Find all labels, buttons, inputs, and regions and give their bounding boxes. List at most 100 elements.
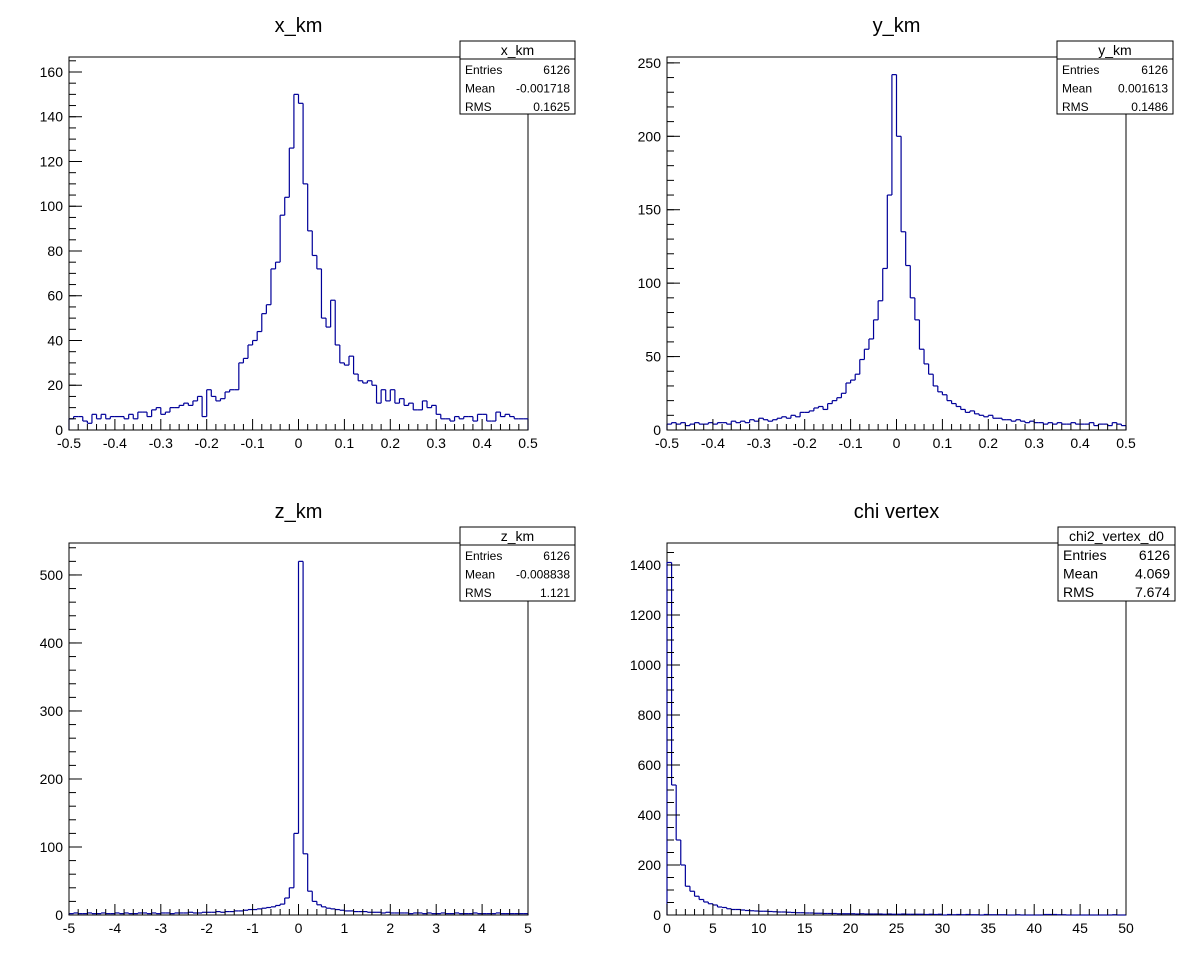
y-axis: 0 200 400 600 800 1000 1200 1400 (630, 552, 680, 923)
x-tick-label: 3 (432, 920, 440, 936)
stats-label: Entries (1062, 63, 1099, 77)
x-tick-label: -0.3 (149, 435, 173, 451)
x-tick-label: 0.3 (426, 435, 446, 451)
histogram-bins (68, 93, 529, 430)
x-tick-label: 0 (295, 435, 303, 451)
histogram-step-connectors (666, 562, 1118, 915)
stats-value: 4.069 (1135, 566, 1170, 582)
stats-value: -0.001718 (516, 82, 570, 96)
x-tick-label: -1 (246, 920, 259, 936)
stats-label: Entries (1063, 547, 1107, 563)
stats-value: -0.008838 (516, 568, 570, 582)
stats-label: RMS (1062, 100, 1089, 114)
x-tick-label: 10 (751, 920, 767, 936)
histogram-panel-2: y_km -0.5 -0.4 -0.3 -0.2 -0.1 0 0.1 0.2 0.3 0.4 0.5… (638, 15, 1174, 451)
y-tick-label: 80 (47, 243, 63, 259)
histogram-step-connectors (666, 74, 1127, 430)
stats-value: 0.001613 (1118, 82, 1168, 96)
x-tick-label: 4 (478, 920, 486, 936)
stats-label: Entries (465, 63, 502, 77)
x-axis: -0.5 -0.4 -0.3 -0.2 -0.1 0 0.1 0.2 0.3 0.4 0.5 (655, 419, 1136, 451)
y-tick-label: 400 (638, 807, 662, 823)
x-tick-label: -0.5 (57, 435, 81, 451)
x-tick-label: 5 (709, 920, 717, 936)
y-tick-label: 0 (55, 907, 63, 923)
stats-value: 1.121 (540, 586, 570, 600)
histogram-panel-4: chi vertex 0 5 10 15 20 25 30 35 40 45 50 0 200 400 600… (630, 501, 1176, 936)
stats-value: 6126 (1139, 547, 1170, 563)
x-tick-label: -0.4 (103, 435, 127, 451)
histogram-panel-3: z_km -5 -4 -3 -2 -1 0 1 2 3 4 5 0 100 200 300 400 500 z_km… (40, 501, 576, 936)
x-tick-label: 25 (889, 920, 905, 936)
x-tick-label: 30 (935, 920, 951, 936)
chart-title: x_km (275, 15, 323, 37)
histogram-bins (68, 560, 529, 915)
y-tick-label: 1000 (630, 657, 661, 673)
y-tick-label: 400 (40, 635, 64, 651)
x-tick-label: -4 (109, 920, 122, 936)
x-tick-label: -0.1 (241, 435, 265, 451)
stats-box-name: x_km (501, 42, 534, 58)
y-axis: 0 100 200 300 400 500 (40, 547, 82, 923)
y-tick-label: 40 (47, 332, 63, 348)
x-tick-label: 0 (663, 920, 671, 936)
y-axis: 0 50 100 150 200 250 (638, 55, 680, 438)
x-tick-label: -0.1 (839, 435, 863, 451)
y-tick-label: 800 (638, 707, 662, 723)
y-tick-label: 1400 (630, 557, 661, 573)
x-tick-label: 2 (386, 920, 394, 936)
x-tick-label: 0 (893, 435, 901, 451)
stats-label: RMS (465, 100, 492, 114)
x-tick-label: 0.1 (933, 435, 953, 451)
histogram-step-connectors (68, 94, 529, 430)
y-tick-label: 150 (638, 202, 662, 218)
x-tick-label: 0.5 (1116, 435, 1136, 451)
y-tick-label: 600 (638, 757, 662, 773)
stats-box-name: chi2_vertex_d0 (1069, 528, 1164, 544)
y-axis: 0 20 40 60 80 100 120 140 160 (40, 60, 82, 438)
stats-box-frame (459, 40, 576, 115)
stats-box-frame (459, 526, 576, 602)
x-tick-label: -0.5 (655, 435, 679, 451)
y-tick-label: 0 (55, 422, 63, 438)
stats-box-frame (1056, 40, 1174, 115)
stats-label: RMS (465, 586, 492, 600)
stats-box-frame (1057, 526, 1176, 602)
stats-label: Mean (1063, 566, 1098, 582)
y-tick-label: 200 (638, 128, 662, 144)
x-tick-label: 0.1 (335, 435, 355, 451)
x-tick-label: 45 (1072, 920, 1088, 936)
x-tick-label: 0.3 (1024, 435, 1044, 451)
x-tick-label: 0.4 (1070, 435, 1090, 451)
stats-label: Mean (1062, 82, 1092, 96)
y-tick-label: 100 (638, 275, 662, 291)
x-tick-label: -0.4 (701, 435, 725, 451)
y-tick-label: 160 (40, 64, 64, 80)
chart-title: z_km (275, 501, 323, 523)
y-tick-label: 60 (47, 288, 63, 304)
x-tick-label: -0.3 (747, 435, 771, 451)
stats-value: 7.674 (1135, 584, 1170, 600)
stats-value: 6126 (1141, 63, 1168, 77)
x-tick-label: 35 (981, 920, 997, 936)
x-tick-label: 1 (341, 920, 349, 936)
x-tick-label: 0 (295, 920, 303, 936)
y-tick-label: 300 (40, 703, 64, 719)
y-tick-label: 20 (47, 377, 63, 393)
y-tick-label: 250 (638, 55, 662, 71)
stats-label: Mean (465, 82, 495, 96)
y-tick-label: 1200 (630, 607, 661, 623)
x-tick-label: -5 (63, 920, 76, 936)
y-tick-label: 200 (638, 857, 662, 873)
x-tick-label: -0.2 (793, 435, 817, 451)
histogram-bins (666, 74, 1127, 430)
stats-box-name: y_km (1098, 42, 1131, 58)
stats-value: 6126 (543, 63, 570, 77)
x-tick-label: 0.2 (381, 435, 401, 451)
y-tick-label: 0 (653, 907, 661, 923)
x-tick-label: -0.2 (195, 435, 219, 451)
chart-title: chi vertex (854, 501, 940, 523)
stats-label: Mean (465, 568, 495, 582)
y-tick-label: 140 (40, 109, 64, 125)
